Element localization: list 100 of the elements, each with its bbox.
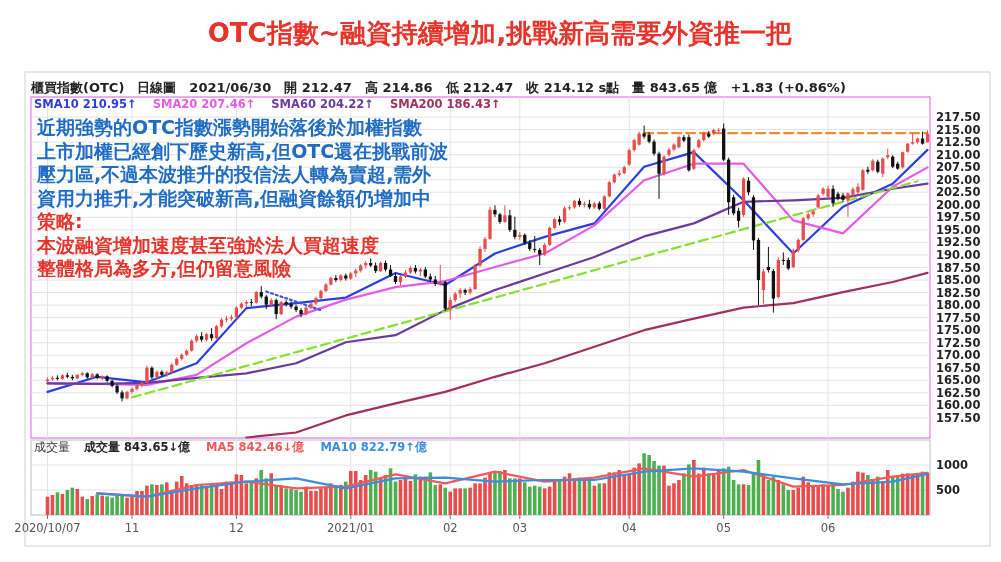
candlestick bbox=[145, 365, 149, 385]
bar bbox=[100, 495, 104, 515]
y-tick-label: 172.50 bbox=[936, 335, 981, 350]
candlestick bbox=[274, 298, 278, 320]
candlestick bbox=[294, 304, 298, 313]
candlestick bbox=[468, 286, 472, 296]
x-tick-label: 11 bbox=[124, 521, 140, 535]
bar bbox=[463, 488, 467, 515]
annotation: 壓力區,不過本波推升的投信法人轉為賣超,需外 bbox=[36, 163, 433, 185]
y-axis-title: 成交量 bbox=[34, 440, 70, 454]
bar bbox=[711, 473, 716, 515]
y-tick-label: 210.00 bbox=[936, 147, 981, 162]
x-tick-label: 02 bbox=[442, 521, 458, 535]
text: MA10 822.79↑億 bbox=[320, 440, 428, 454]
x-tick-label: 12 bbox=[229, 521, 244, 535]
y-tick-label: 202.50 bbox=[936, 185, 981, 200]
x-tick-label: 2020/10/07 bbox=[14, 521, 81, 535]
chart-subtitle: 櫃買指數(OTC) 日線圖 2021/06/30 開 212.47 高 214.86 低 212.47 收 214.12 s點 量 843.65 億 +1.83 (+0.86%) bbox=[30, 80, 846, 95]
candlestick bbox=[881, 156, 885, 178]
y-tick-label: 500 bbox=[936, 483, 961, 497]
y-tick-label: 207.50 bbox=[936, 160, 981, 175]
x-tick-label: 03 bbox=[512, 521, 528, 535]
bar bbox=[890, 476, 895, 515]
candlestick bbox=[478, 245, 482, 268]
y-tick-label: 215.00 bbox=[936, 122, 981, 137]
line-series bbox=[96, 467, 929, 498]
candlestick bbox=[289, 301, 293, 310]
bar bbox=[532, 485, 537, 515]
y-tick-label: 160.00 bbox=[936, 398, 981, 413]
bar bbox=[438, 484, 443, 515]
y-tick-label: 180.00 bbox=[936, 298, 981, 313]
candlestick bbox=[766, 246, 771, 274]
annotation: 本波融資增加速度甚至強於法人買超速度 bbox=[36, 233, 379, 256]
bar bbox=[706, 473, 711, 515]
chart-title: OTC指數~融資持續增加,挑戰新高需要外資推一把 bbox=[207, 18, 793, 48]
candlestick bbox=[736, 207, 741, 228]
candlestick bbox=[284, 299, 288, 308]
text: SMA60 204.22↑ bbox=[271, 97, 374, 111]
x-tick-label: 04 bbox=[621, 521, 637, 535]
bar bbox=[518, 478, 522, 515]
candlestick bbox=[781, 251, 785, 266]
bar bbox=[160, 484, 164, 515]
annotation: 資用力推升,才能突破新高,但融資餘額仍增加中 bbox=[36, 186, 432, 209]
y-tick-label: 190.00 bbox=[936, 247, 981, 262]
y-tick-label: 200.00 bbox=[936, 197, 981, 212]
bar bbox=[95, 494, 99, 515]
x-tick-label: 05 bbox=[716, 521, 731, 535]
bar bbox=[90, 496, 95, 515]
candlestick bbox=[120, 389, 124, 402]
text: MA5 842.46↓億 bbox=[206, 440, 306, 454]
annotation: 近期強勢的OTC指數漲勢開始落後於加權指數 bbox=[36, 116, 424, 138]
bar bbox=[339, 485, 343, 515]
candlestick bbox=[791, 247, 795, 269]
candlestick bbox=[508, 209, 512, 233]
candlestick bbox=[493, 204, 497, 218]
y-tick-label: 162.50 bbox=[936, 385, 981, 400]
bar bbox=[155, 485, 159, 515]
annotation: 上市加權已經創下歷史新高,但OTC還在挑戰前波 bbox=[36, 139, 449, 162]
candlestick bbox=[662, 154, 666, 177]
x-tick-label: 2021/01 bbox=[326, 521, 375, 535]
candlestick bbox=[801, 216, 805, 242]
y-tick-label: 205.00 bbox=[936, 172, 981, 187]
candlestick bbox=[503, 204, 507, 224]
annotation: 策略: bbox=[36, 210, 83, 232]
y-tick-label: 192.50 bbox=[936, 235, 981, 250]
y-tick-label: 185.00 bbox=[936, 273, 981, 288]
bar bbox=[612, 472, 617, 515]
y-tick-label: 197.50 bbox=[936, 210, 981, 225]
candlestick bbox=[513, 216, 517, 240]
bar bbox=[85, 499, 90, 515]
annotation: 整體格局為多方,但仍留意風險 bbox=[36, 257, 293, 279]
y-tick-label: 175.00 bbox=[936, 323, 981, 338]
candlestick bbox=[130, 386, 134, 395]
y-tick-label: 157.50 bbox=[936, 410, 981, 425]
y-tick-label: 182.50 bbox=[936, 285, 981, 300]
series-label: 成交量 843.65↓億 bbox=[83, 440, 192, 454]
y-tick-label: 212.50 bbox=[936, 135, 981, 150]
bar bbox=[791, 490, 796, 515]
candlestick bbox=[473, 263, 477, 291]
x-tick-label: 06 bbox=[820, 521, 836, 535]
candlestick bbox=[657, 151, 661, 200]
bar bbox=[279, 485, 283, 515]
bar bbox=[443, 487, 448, 515]
y-tick-label: 195.00 bbox=[936, 222, 981, 237]
y-tick-label: 217.50 bbox=[936, 110, 981, 125]
y-tick-label: 187.50 bbox=[936, 260, 981, 275]
bar bbox=[259, 470, 264, 515]
bar bbox=[503, 470, 507, 515]
y-tick-label: 167.50 bbox=[936, 360, 981, 375]
bar bbox=[334, 485, 338, 515]
bar bbox=[274, 485, 278, 515]
y-tick-label: 165.00 bbox=[936, 373, 981, 388]
bar bbox=[150, 484, 154, 515]
y-tick-label: 170.00 bbox=[936, 348, 981, 363]
text: SMA10 210.95↑ bbox=[34, 97, 137, 111]
y-tick-label: 177.50 bbox=[936, 310, 981, 325]
text: SMA200 186.43↑ bbox=[389, 97, 501, 111]
text: SMA20 207.46↑ bbox=[152, 97, 256, 111]
candlestick bbox=[299, 307, 303, 318]
candlestick bbox=[548, 225, 552, 247]
